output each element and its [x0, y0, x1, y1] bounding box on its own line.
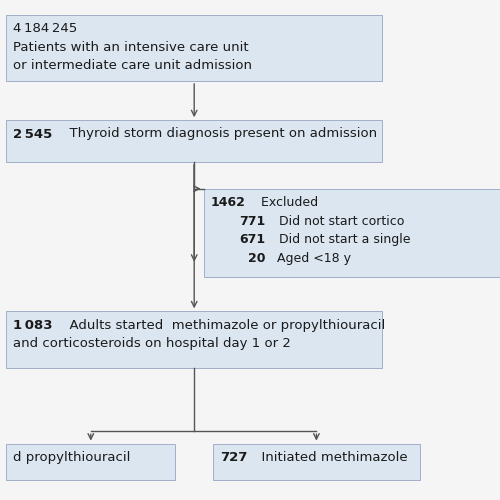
- Text: or intermediate care unit admission: or intermediate care unit admission: [13, 60, 252, 72]
- Text: 1 083: 1 083: [13, 318, 53, 332]
- Text: 4 184 245: 4 184 245: [13, 22, 78, 35]
- Text: 20: 20: [248, 252, 266, 265]
- Text: d propylthiouracil: d propylthiouracil: [13, 451, 130, 464]
- Text: Initiated methimazole: Initiated methimazole: [254, 451, 408, 464]
- Text: 2 545: 2 545: [13, 128, 52, 140]
- Text: 1462: 1462: [210, 196, 246, 209]
- Text: Adults started  methimazole or propylthiouracil: Adults started methimazole or propylthio…: [61, 318, 386, 332]
- Text: and corticosteroids on hospital day 1 or 2: and corticosteroids on hospital day 1 or…: [13, 337, 291, 350]
- Text: Aged <18 y: Aged <18 y: [270, 252, 351, 265]
- FancyBboxPatch shape: [6, 311, 382, 368]
- Text: 771: 771: [239, 214, 265, 228]
- FancyBboxPatch shape: [6, 444, 175, 480]
- Text: Patients with an intensive care unit: Patients with an intensive care unit: [13, 41, 249, 54]
- Text: Thyroid storm diagnosis present on admission: Thyroid storm diagnosis present on admis…: [61, 128, 377, 140]
- FancyBboxPatch shape: [213, 444, 420, 480]
- FancyBboxPatch shape: [6, 120, 382, 162]
- Text: 671: 671: [239, 234, 265, 246]
- Text: 727: 727: [220, 451, 248, 464]
- Text: Did not start cortico: Did not start cortico: [270, 214, 404, 228]
- FancyBboxPatch shape: [204, 188, 500, 277]
- Text: Did not start a single: Did not start a single: [270, 234, 410, 246]
- FancyBboxPatch shape: [6, 15, 382, 81]
- Text: Excluded: Excluded: [253, 196, 318, 209]
